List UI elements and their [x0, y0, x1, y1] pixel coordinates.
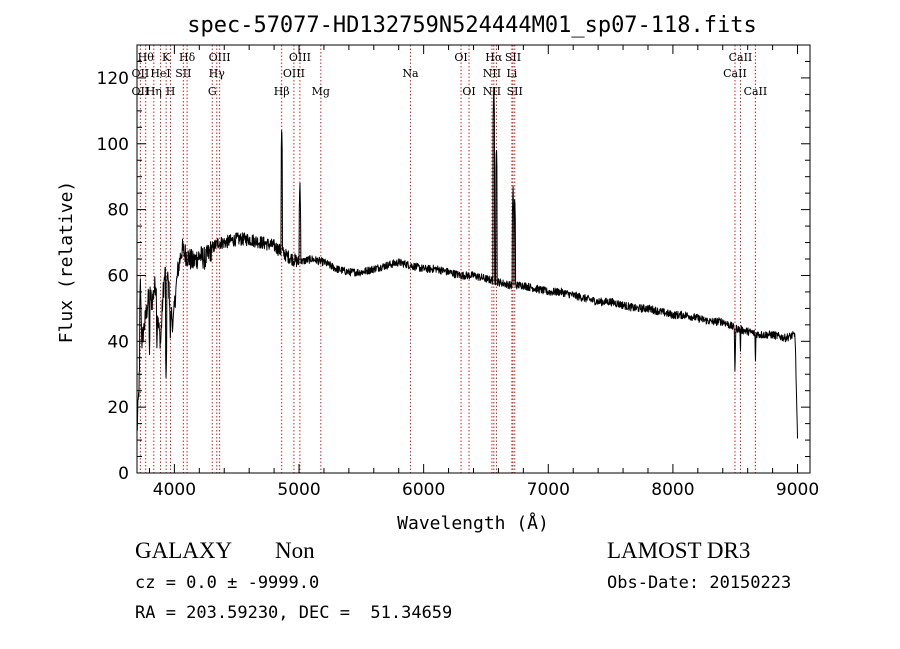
series-layer [136, 87, 798, 439]
spectral-subclass: Non [275, 538, 315, 563]
line-labels: OII OII Hθ Hη HeI K H SII Hδ G Hγ OIII Hβ OIII OIII Mg N… [132, 51, 768, 98]
line-label: OIII [289, 51, 311, 64]
line-label: CaII [723, 67, 747, 80]
y-tick-label: 120 [97, 69, 129, 89]
y-tick-label: 40 [107, 332, 129, 352]
line-label: G [208, 85, 217, 98]
plot-frame [136, 44, 811, 474]
axis-ticks: 4000 5000 6000 7000 8000 9000 0 20 40 60 80 100 120 [97, 45, 819, 500]
line-label: Hα [485, 51, 503, 64]
x-tick-label: 5000 [277, 480, 320, 500]
line-label: CaII [729, 51, 753, 64]
line-label: OII [132, 85, 150, 98]
line-label: Mg [312, 85, 330, 98]
obs-date: Obs-Date: 20150223 [607, 573, 792, 593]
line-label: NII [483, 85, 501, 98]
spectrum-line [136, 87, 798, 439]
x-tick-label: 9000 [776, 480, 819, 500]
line-label: OI [454, 51, 467, 64]
line-label: CaII [744, 85, 768, 98]
line-label: Hβ [274, 85, 290, 98]
line-label: HeI [150, 67, 170, 80]
y-axis-label: Flux (relative) [56, 181, 77, 344]
chart-title: spec-57077-HD132759N524444M01_sp07-118.f… [187, 13, 757, 38]
x-tick-label: 4000 [153, 480, 196, 500]
line-label: Hδ [179, 51, 196, 64]
line-label: Hγ [209, 67, 226, 80]
line-label: Li [506, 67, 517, 80]
y-tick-label: 80 [107, 201, 129, 221]
line-label: OIII [209, 51, 231, 64]
y-tick-label: 60 [107, 266, 129, 286]
line-label: SII [175, 67, 191, 80]
line-label: OI [462, 85, 475, 98]
coordinates: RA = 203.59230, DEC = 51.34659 [135, 603, 453, 623]
x-tick-label: 7000 [527, 480, 570, 500]
y-tick-label: 0 [118, 464, 129, 484]
y-tick-label: 100 [97, 135, 129, 155]
spectral-class: GALAXY [135, 538, 233, 563]
line-label: Hη [146, 85, 162, 98]
x-tick-label: 6000 [402, 480, 445, 500]
line-label: Na [402, 67, 419, 80]
x-axis-label: Wavelength (Å) [397, 512, 549, 534]
spectrum-chart: spec-57077-HD132759N524444M01_sp07-118.f… [56, 13, 819, 534]
y-tick-label: 20 [107, 398, 129, 418]
line-markers [139, 45, 756, 473]
line-label: K [162, 51, 171, 64]
line-label: OIII [283, 67, 305, 80]
line-label: NII [483, 67, 501, 80]
line-label: Hθ [138, 51, 155, 64]
line-label: SII [505, 51, 521, 64]
survey-name: LAMOST DR3 [607, 538, 751, 563]
line-label: H [166, 85, 176, 98]
line-label: SII [507, 85, 523, 98]
x-tick-label: 8000 [651, 480, 694, 500]
redshift-cz: cz = 0.0 ± -9999.0 [135, 573, 320, 593]
line-label: OII [132, 67, 150, 80]
